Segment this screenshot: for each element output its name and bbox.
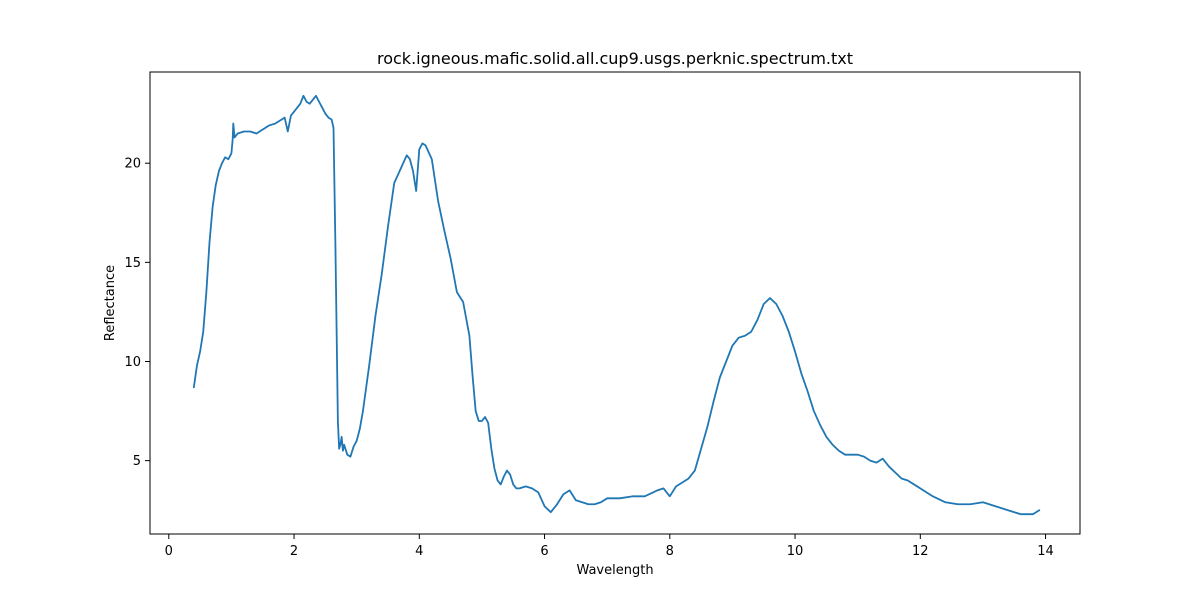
y-axis: 5 10 15 20 — [124, 157, 150, 469]
x-axis-label: Wavelength — [576, 563, 653, 578]
series-line — [192, 94, 1041, 516]
y-tick-label: 10 — [124, 355, 141, 370]
x-tick-label: 12 — [912, 544, 929, 559]
x-tick-label: 8 — [666, 544, 674, 559]
x-tick-label: 4 — [415, 544, 423, 559]
x-axis: 0 2 4 6 8 10 12 14 — [165, 534, 1054, 559]
y-tick-label: 5 — [133, 454, 141, 469]
x-tick-label: 10 — [787, 544, 804, 559]
y-tick-label: 15 — [124, 256, 141, 271]
x-tick-label: 6 — [540, 544, 548, 559]
x-tick-label: 14 — [1037, 544, 1054, 559]
y-axis-label: Reflectance — [103, 265, 118, 341]
axes-background — [150, 72, 1080, 534]
chart-title: rock.igneous.mafic.solid.all.cup9.usgs.p… — [377, 49, 853, 68]
axes-frame — [149, 71, 1081, 535]
x-tick-label: 2 — [290, 544, 298, 559]
x-tick-label: 0 — [165, 544, 173, 559]
plot-area — [149, 71, 1081, 535]
y-tick-label: 20 — [124, 157, 141, 172]
